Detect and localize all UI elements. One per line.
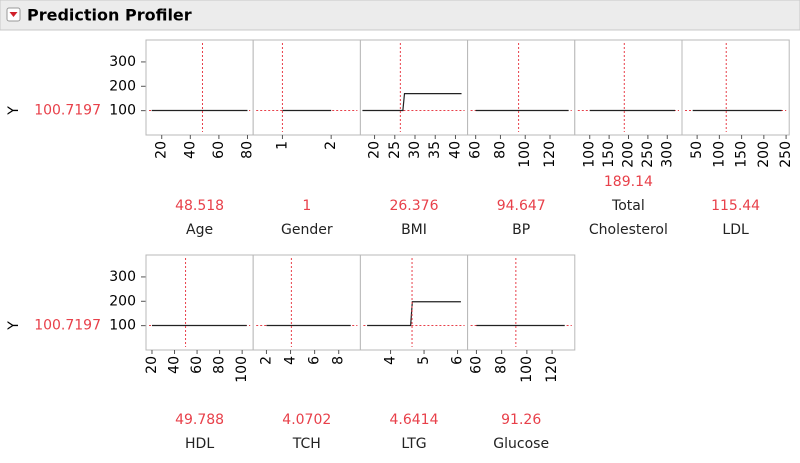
factor-name: BMI bbox=[401, 222, 427, 238]
menu-triangle bbox=[9, 12, 18, 17]
x-tick-label: 80 bbox=[239, 141, 255, 159]
x-tick-label: 40 bbox=[167, 356, 183, 374]
x-tick-label: 250 bbox=[640, 141, 656, 168]
x-tick-label: 50 bbox=[689, 141, 705, 159]
x-tick-label: 100 bbox=[519, 356, 535, 383]
header-title: Prediction Profiler bbox=[27, 6, 192, 25]
factor-label: 48.518 Age bbox=[146, 162, 253, 242]
x-tick-label: 80 bbox=[494, 356, 510, 374]
factor-label: 4.6414 LTG bbox=[360, 376, 467, 456]
y-tick-label: 200 bbox=[109, 293, 136, 309]
y-tick-label: 300 bbox=[109, 54, 136, 70]
x-tick-label: 60 bbox=[189, 356, 205, 374]
y-tick-label: 300 bbox=[109, 269, 136, 285]
x-tick-label: 150 bbox=[601, 141, 617, 168]
panel-frame bbox=[681, 39, 790, 136]
x-tick-label: 6 bbox=[450, 356, 466, 365]
x-tick-label: 4 bbox=[383, 356, 399, 365]
x-tick-label: 60 bbox=[468, 141, 484, 159]
x-tick-label: 60 bbox=[211, 141, 227, 159]
factor-value: 4.6414 bbox=[389, 412, 439, 428]
x-tick-label: 60 bbox=[468, 356, 484, 374]
x-tick-label: 30 bbox=[407, 141, 423, 159]
factor-name: HDL bbox=[185, 436, 215, 452]
x-tick-label: 6 bbox=[307, 356, 323, 365]
panel-frame bbox=[145, 254, 254, 351]
x-tick-label: 300 bbox=[659, 141, 675, 168]
factor-name: TCH bbox=[292, 436, 321, 452]
x-tick-label: 80 bbox=[492, 141, 508, 159]
factor-label: 91.26 Glucose bbox=[468, 376, 575, 456]
panel-frame bbox=[252, 254, 361, 351]
x-tick-label: 20 bbox=[154, 141, 170, 159]
panel-frame bbox=[145, 39, 254, 136]
factor-value: 189.14 bbox=[603, 174, 653, 190]
x-tick-label: 35 bbox=[427, 141, 443, 159]
factor-value: 48.518 bbox=[175, 198, 225, 214]
x-tick-label: 5 bbox=[416, 356, 432, 365]
y-tick-label: 100 bbox=[109, 318, 136, 334]
factor-value: 91.26 bbox=[501, 412, 542, 428]
x-tick-label: 20 bbox=[144, 356, 160, 374]
factor-label: 115.44 LDL bbox=[682, 162, 789, 242]
panel-frame bbox=[252, 39, 361, 136]
x-tick-label: 25 bbox=[387, 141, 403, 159]
x-tick-label: 100 bbox=[711, 141, 727, 168]
panel-frame bbox=[359, 254, 469, 351]
factor-name: BP bbox=[512, 222, 531, 238]
response-name: Y bbox=[6, 106, 22, 116]
x-tick-label: 100 bbox=[582, 141, 598, 168]
factor-name: Gender bbox=[280, 222, 333, 238]
x-tick-label: 80 bbox=[212, 356, 228, 374]
header-bar bbox=[0, 0, 800, 31]
x-tick-label: 2 bbox=[258, 356, 274, 365]
x-tick-label: 120 bbox=[544, 356, 560, 383]
x-tick-label: 120 bbox=[542, 141, 558, 168]
profile-line bbox=[362, 92, 462, 112]
factor-label: 26.376 BMI bbox=[360, 162, 467, 242]
factor-name: LTG bbox=[401, 436, 427, 452]
x-tick-label: 40 bbox=[182, 141, 198, 159]
x-tick-label: 4 bbox=[283, 356, 299, 365]
x-tick-label: 20 bbox=[367, 141, 383, 159]
x-tick-label: 250 bbox=[778, 141, 794, 168]
factor-label: 1 Gender bbox=[253, 162, 360, 242]
factor-value: 1 bbox=[302, 198, 312, 214]
panel-frame bbox=[467, 254, 576, 351]
factor-label: 189.14 Total Cholesterol bbox=[575, 162, 682, 242]
x-tick-label: 1 bbox=[274, 141, 290, 150]
x-tick-label: 100 bbox=[517, 141, 533, 168]
profile-line bbox=[367, 301, 461, 327]
factor-value: 26.376 bbox=[389, 198, 439, 214]
x-tick-label: 200 bbox=[756, 141, 772, 168]
x-tick-label: 8 bbox=[331, 356, 347, 365]
x-tick-label: 40 bbox=[447, 141, 463, 159]
factor-value: 4.0702 bbox=[282, 412, 332, 428]
factor-name: LDL bbox=[722, 222, 749, 238]
panel-frame bbox=[359, 39, 469, 136]
factor-value: 94.647 bbox=[496, 198, 546, 214]
x-tick-label: 2 bbox=[323, 141, 339, 150]
factor-value: 49.788 bbox=[175, 412, 225, 428]
response-name: Y bbox=[6, 321, 22, 331]
panel-frame bbox=[467, 39, 576, 136]
factor-name: Glucose bbox=[493, 436, 550, 452]
response-value: 100.7197 bbox=[34, 317, 101, 333]
response-value: 100.7197 bbox=[34, 102, 101, 118]
y-tick-label: 100 bbox=[109, 103, 136, 119]
factor-label: 49.788 HDL bbox=[146, 376, 253, 456]
factor-name: Age bbox=[186, 222, 214, 238]
x-tick-label: 100 bbox=[234, 356, 250, 383]
factor-label: 94.647 BP bbox=[468, 162, 575, 242]
x-tick-label: 150 bbox=[734, 141, 750, 168]
panel-frame bbox=[574, 39, 683, 136]
factor-label: 4.0702 TCH bbox=[253, 376, 360, 456]
y-tick-label: 200 bbox=[109, 78, 136, 94]
x-tick-label: 200 bbox=[620, 141, 636, 168]
factor-name: Total Cholesterol bbox=[588, 198, 668, 238]
factor-value: 115.44 bbox=[711, 198, 761, 214]
